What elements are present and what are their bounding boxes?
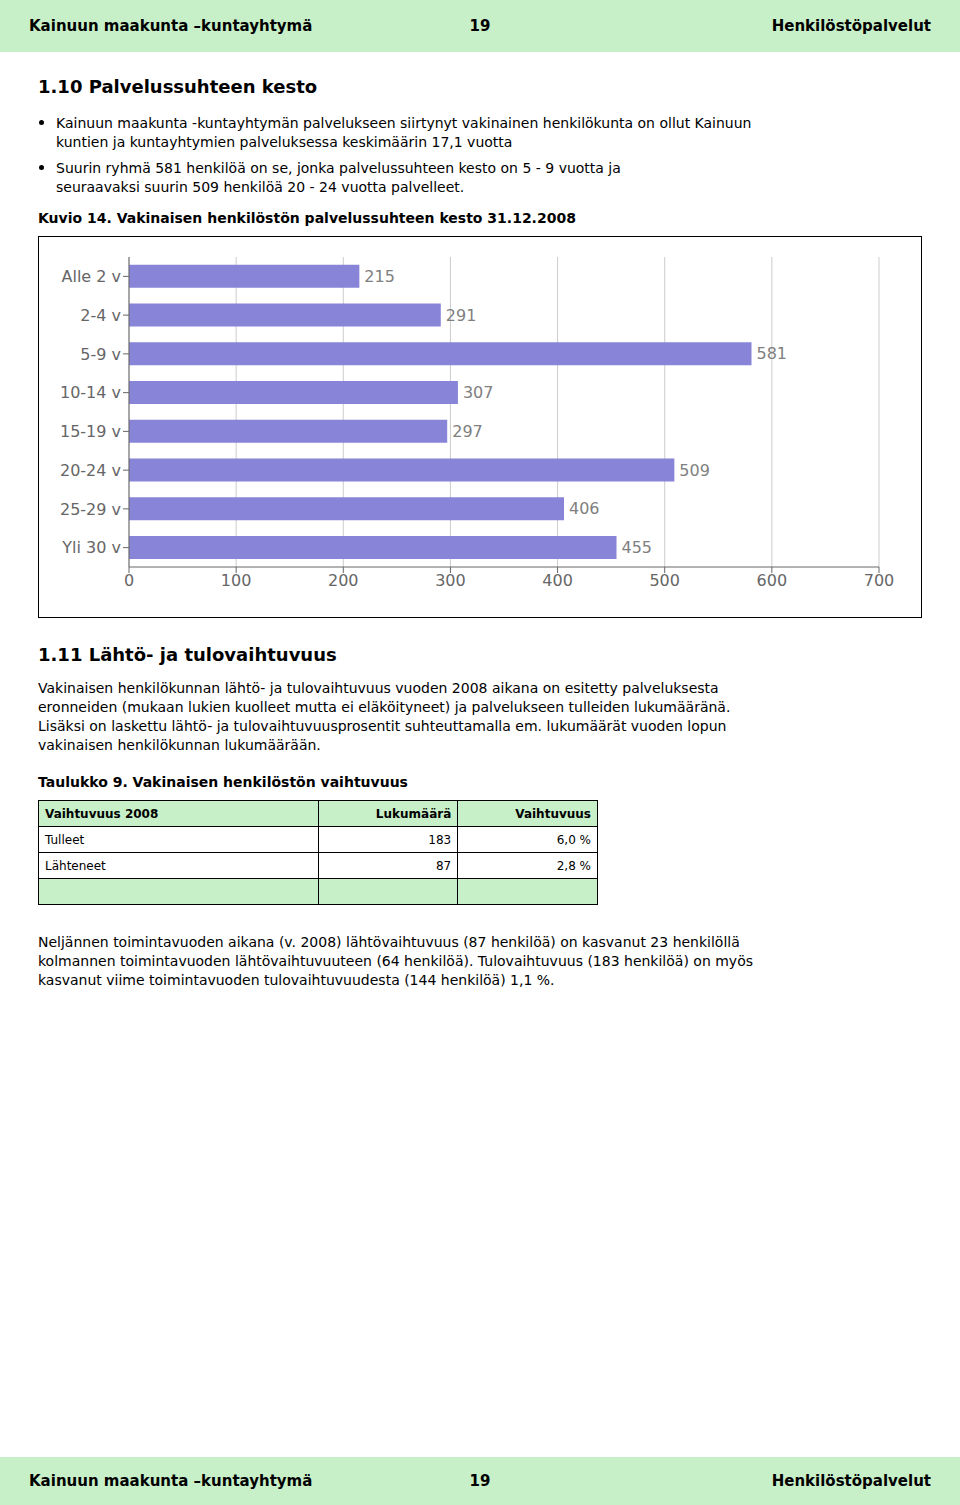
svg-text:455: 455 [622,538,653,557]
html-text:eronneiden (mukaan lukien kuol: eronneiden (mukaan lukien kuolleet mutta… [38,699,731,715]
html-text:kasvanut viime toimintavuoden: kasvanut viime toimintavuoden tulovaihtu… [38,972,555,988]
html-text:vakinaisen henkilökunnan lukum: vakinaisen henkilökunnan lukumäärään. [38,737,321,753]
svg-text:10-14 v: 10-14 v [60,383,121,402]
svg-text:100: 100 [221,571,252,590]
html-text:Kainuun maakunta –kuntayhtymä: Kainuun maakunta –kuntayhtymä [29,17,313,35]
html-text:Vaihtuvuus: Vaihtuvuus [515,806,591,821]
html-text:Henkilöstöpalvelut: Henkilöstöpalvelut [771,1472,931,1490]
html-text:seuraavaksi suurin 509 henkilö: seuraavaksi suurin 509 henkilöä 20 - 24 … [56,179,465,195]
svg-text:291: 291 [446,306,477,325]
html-text:2,8 %: 2,8 % [556,858,591,873]
svg-text:Alle 2 v: Alle 2 v [62,267,122,286]
svg-text:297: 297 [452,422,483,441]
html-text:Neljännen toimintavuoden aikan: Neljännen toimintavuoden aikana (v. 2008… [38,934,740,950]
html-text:Suurin ryhmä 581 henkilöä on s: Suurin ryhmä 581 henkilöä on se, jonka p… [56,160,621,176]
svg-text:0: 0 [124,571,134,590]
html-text:1.11 Lähtö- ja tulovaihtuvuus: 1.11 Lähtö- ja tulovaihtuvuus [38,644,337,665]
html-text:Kainuun maakunta -kuntayhtymän: Kainuun maakunta -kuntayhtymän palveluks… [56,115,752,131]
html-text:Vaihtuvuus 2008: Vaihtuvuus 2008 [45,806,159,821]
svg-text:700: 700 [864,571,895,590]
html-text:Vakinaisen henkilökunnan lähtö: Vakinaisen henkilökunnan lähtö- ja tulov… [38,680,719,696]
html-text:19: 19 [469,17,491,35]
html-text:Henkilöstöpalvelut: Henkilöstöpalvelut [771,17,931,35]
svg-text:2-4 v: 2-4 v [80,306,121,325]
svg-text:25-29 v: 25-29 v [60,500,121,519]
svg-text:509: 509 [679,461,710,480]
svg-text:600: 600 [757,571,788,590]
html-text:kuntien ja kuntayhtymien palve: kuntien ja kuntayhtymien palveluksessa k… [56,134,513,150]
svg-text:5-9 v: 5-9 v [80,345,121,364]
svg-text:400: 400 [542,571,573,590]
svg-text:20-24 v: 20-24 v [60,461,121,480]
html-text:Lähteneet: Lähteneet [45,858,106,873]
svg-text:Yli 30 v: Yli 30 v [61,538,121,557]
svg-text:15-19 v: 15-19 v [60,422,121,441]
svg-text:500: 500 [649,571,680,590]
html-text:kolmannen toimintavuoden lähtö: kolmannen toimintavuoden lähtövaihtuvuut… [38,953,753,969]
html-text:87: 87 [436,858,452,873]
html-text:6,0 %: 6,0 % [556,832,591,847]
html-text:183: 183 [428,832,452,847]
svg-text:406: 406 [569,499,600,518]
svg-text:200: 200 [328,571,359,590]
html-text:Lisäksi on laskettu lähtö- ja: Lisäksi on laskettu lähtö- ja tulovaihtu… [38,718,727,734]
html-text:19: 19 [469,1472,491,1490]
html-text:Kuvio 14. Vakinaisen henkilöst: Kuvio 14. Vakinaisen henkilöstön palvelu… [38,210,576,226]
html-text:1.10 Palvelussuhteen kesto: 1.10 Palvelussuhteen kesto [38,76,318,97]
html-text:Lukumäärä: Lukumäärä [375,806,452,821]
svg-text:215: 215 [364,267,395,286]
html-text:Taulukko 9. Vakinaisen henkilö: Taulukko 9. Vakinaisen henkilöstön vaiht… [38,774,408,790]
html-text:Kainuun maakunta –kuntayhtymä: Kainuun maakunta –kuntayhtymä [29,1472,313,1490]
svg-text:307: 307 [463,383,494,402]
svg-text:300: 300 [435,571,466,590]
svg-text:581: 581 [757,344,788,363]
html-text:Tulleet: Tulleet [45,832,85,847]
